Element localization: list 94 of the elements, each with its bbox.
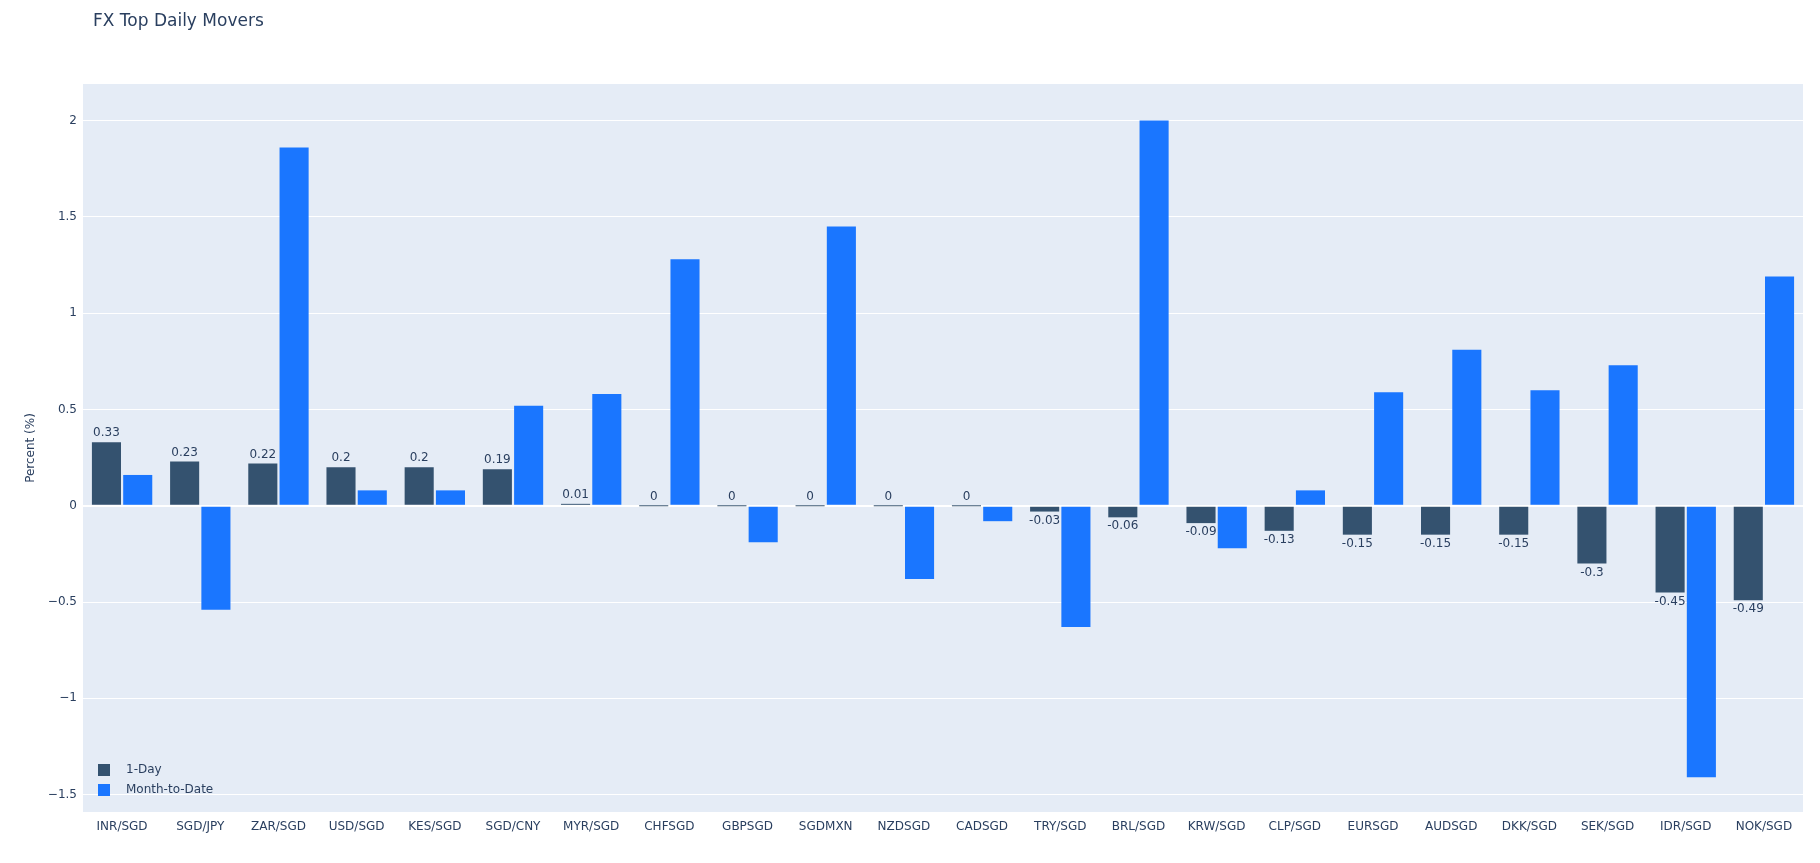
bar (1217, 506, 1247, 549)
bar (1264, 506, 1294, 531)
y-tick-label: 0 (69, 497, 77, 512)
y-tick-label: −1.5 (47, 786, 77, 801)
data-label: -0.49 (1732, 601, 1764, 616)
x-tick-label: CHFSGD (644, 819, 695, 834)
y-tick-label: 1 (69, 305, 77, 320)
data-label: -0.15 (1420, 535, 1452, 550)
x-tick-label: DKK/SGD (1501, 819, 1557, 834)
x-tick-label: SGDMXN (798, 819, 853, 834)
data-label: -0.09 (1185, 524, 1217, 539)
bar (826, 226, 856, 505)
bar (1061, 506, 1091, 628)
bar (748, 506, 778, 543)
x-tick-label: EURSGD (1347, 819, 1399, 834)
bar (1186, 506, 1216, 524)
x-tick-label: IDR/SGD (1660, 819, 1712, 834)
x-tick-label: SEK/SGD (1580, 819, 1635, 834)
x-tick-label: BRL/SGD (1111, 819, 1166, 834)
bar (482, 469, 512, 505)
y-tick-label: 1.5 (57, 209, 77, 224)
x-tick-label: TRY/SGD (1033, 819, 1087, 834)
bar (1499, 506, 1529, 535)
bar (983, 506, 1013, 522)
bar (514, 405, 544, 505)
data-label: 0.33 (93, 425, 120, 440)
y-tick-label: 2 (69, 112, 77, 127)
bar (326, 467, 356, 505)
bar (1733, 506, 1763, 601)
data-label: 0.2 (331, 450, 351, 465)
data-label: -0.13 (1263, 531, 1295, 546)
data-label: -0.15 (1341, 535, 1373, 550)
data-label: 0 (728, 489, 736, 504)
bar (1608, 365, 1638, 505)
bar (123, 474, 153, 505)
data-label: 0.01 (562, 486, 589, 501)
bar (357, 490, 387, 505)
y-tick-label: −0.5 (47, 594, 77, 609)
x-tick-label: MYR/SGD (563, 819, 620, 834)
bar (592, 394, 622, 505)
data-label: 0.19 (484, 452, 511, 467)
bar (905, 506, 935, 579)
bar (1765, 276, 1795, 505)
x-tick-label: NZDSGD (877, 819, 931, 834)
bar (170, 461, 200, 505)
bar (1374, 392, 1404, 505)
x-tick-label: USD/SGD (328, 819, 385, 834)
x-tick-label: AUDSGD (1424, 819, 1478, 834)
bar (1342, 506, 1372, 535)
bar (404, 467, 434, 505)
x-tick-label: SGD/CNY (485, 819, 542, 834)
bar (1108, 506, 1138, 518)
bar (201, 506, 231, 610)
bar (279, 147, 309, 505)
data-label: -0.03 (1029, 512, 1061, 527)
x-tick-label: KRW/SGD (1187, 819, 1246, 834)
legend-label: Month-to-Date (126, 782, 214, 797)
x-tick-label: ZAR/SGD (250, 819, 306, 834)
bar (1030, 506, 1060, 512)
x-tick-label: CADSGD (956, 819, 1009, 834)
bar (1452, 349, 1482, 505)
data-label: 0 (806, 489, 814, 504)
x-tick-label: KES/SGD (408, 819, 462, 834)
bar (1686, 506, 1716, 778)
y-axis-title: Percent (%) (23, 413, 38, 483)
bar (670, 259, 700, 505)
data-label: 0.22 (249, 446, 277, 461)
data-label: 0 (649, 489, 658, 504)
bar (435, 490, 465, 505)
data-label: -0.45 (1654, 593, 1686, 608)
bar (1530, 390, 1560, 505)
bar (1295, 490, 1325, 505)
legend-label: 1-Day (126, 762, 162, 777)
bar (248, 463, 278, 505)
x-tick-label: CLP/SGD (1268, 819, 1322, 834)
y-tick-label: 0.5 (57, 401, 77, 416)
data-label: 0 (962, 489, 971, 504)
data-label: -0.3 (1580, 564, 1604, 579)
bar (1421, 506, 1451, 535)
x-tick-label: GBPSGD (722, 819, 774, 834)
bar (1577, 506, 1607, 564)
x-tick-label: NOK/SGD (1735, 819, 1793, 834)
data-label: 0 (884, 489, 893, 504)
y-tick-label: −1 (59, 690, 77, 705)
x-tick-label: SGD/JPY (176, 819, 225, 834)
data-label: -0.06 (1107, 518, 1139, 533)
bar (91, 442, 121, 505)
data-label: 0.23 (171, 444, 198, 459)
data-label: 0.2 (409, 450, 429, 465)
x-tick-label: INR/SGD (96, 819, 148, 834)
bar (1655, 506, 1685, 593)
data-label: -0.15 (1498, 535, 1530, 550)
chart-title: FX Top Daily Movers (93, 10, 264, 31)
bar (1139, 120, 1169, 505)
